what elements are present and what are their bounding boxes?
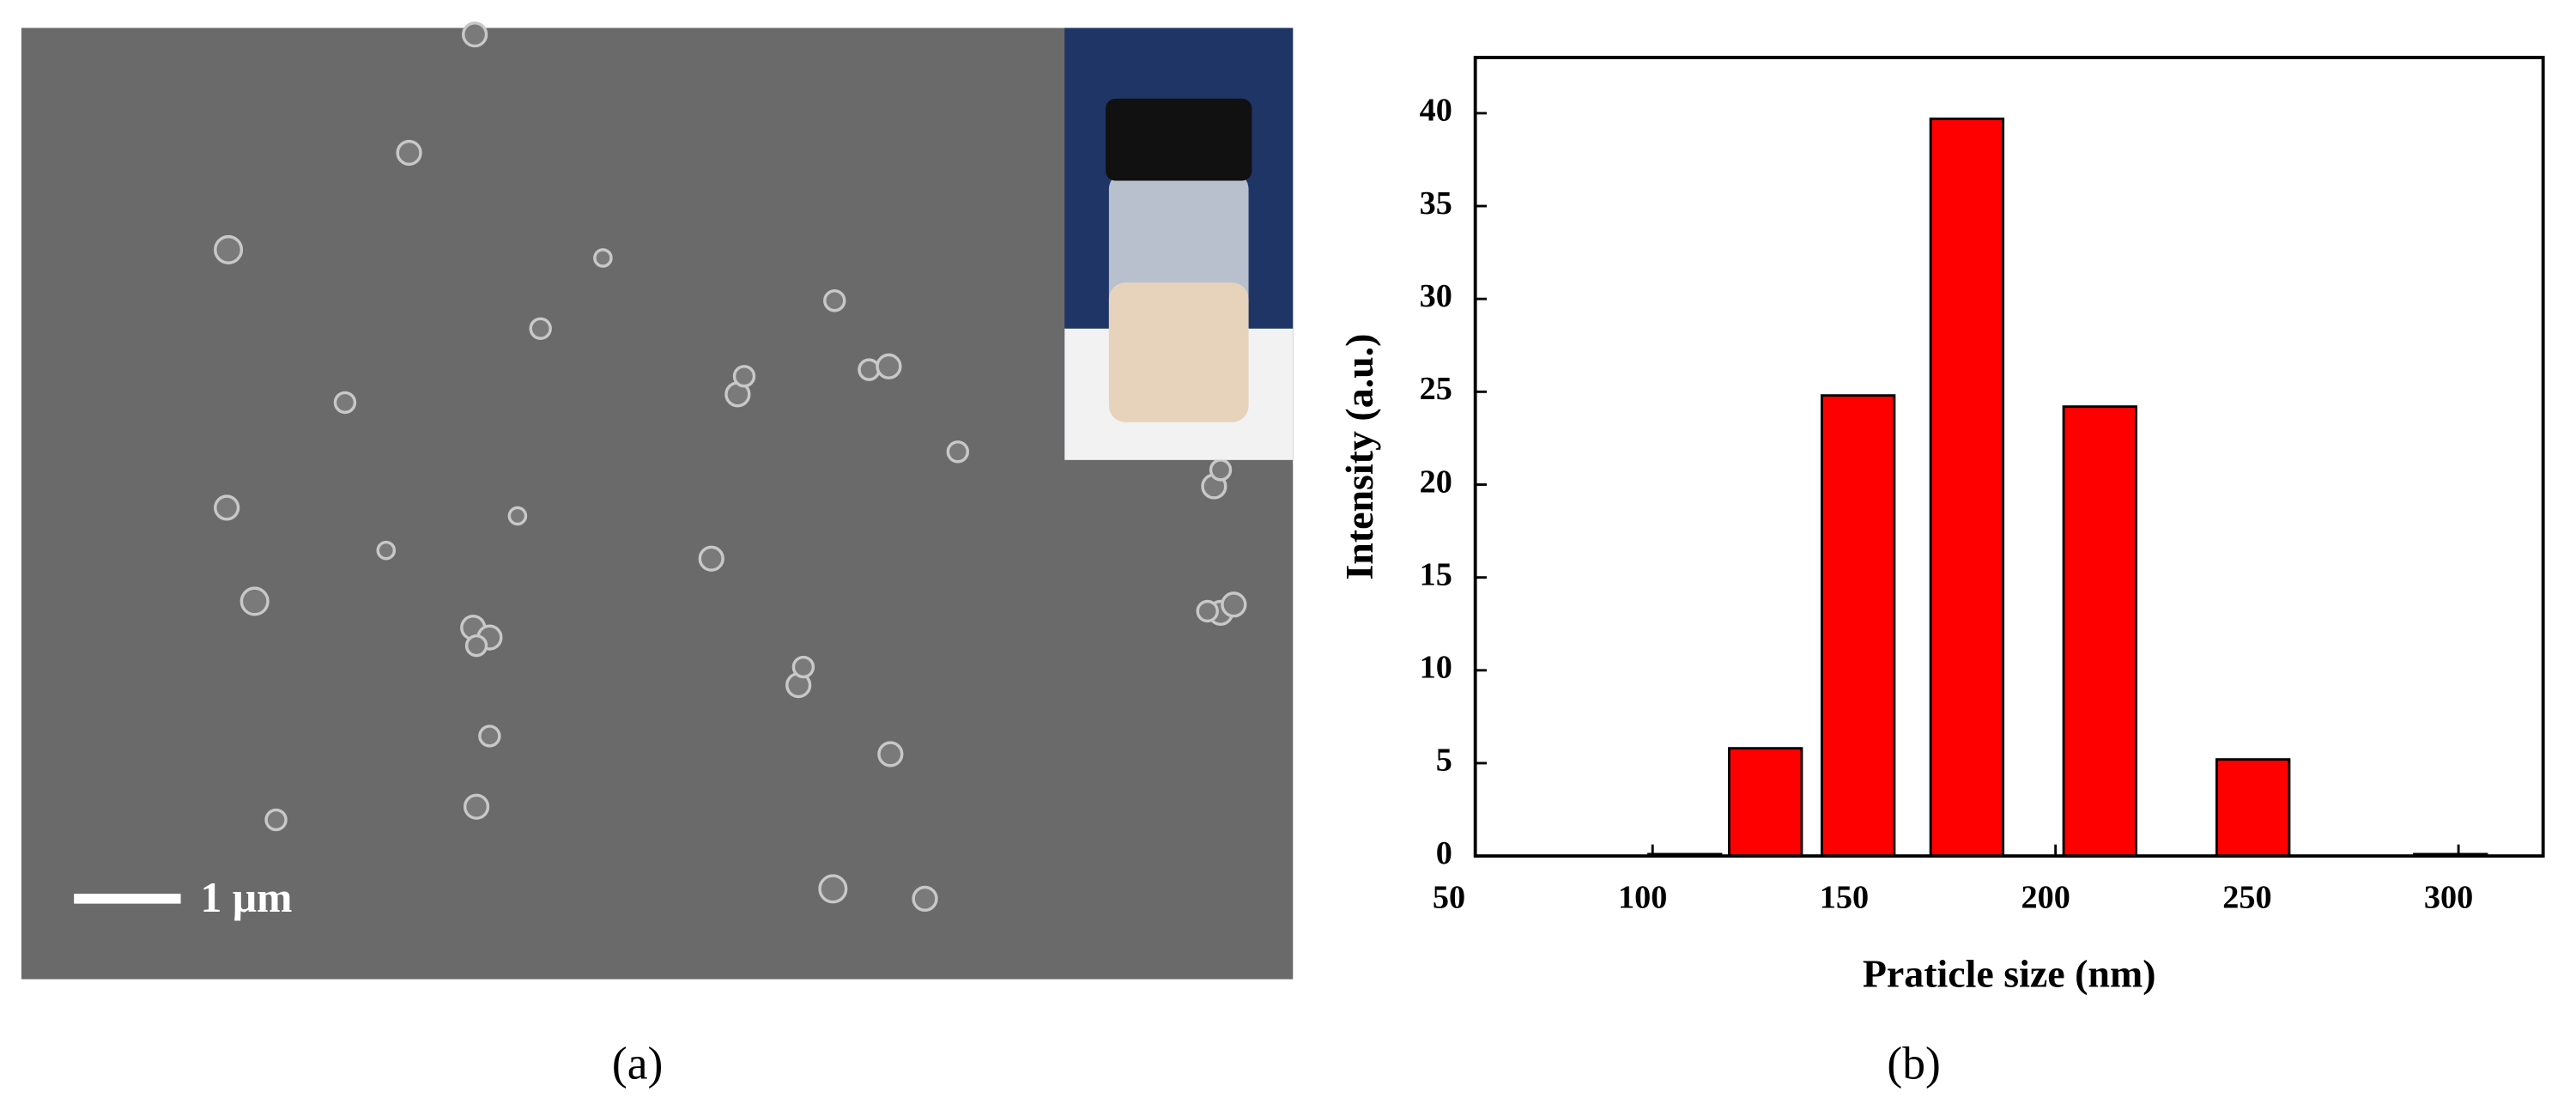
particle bbox=[1221, 591, 1247, 618]
panel-label: (b) bbox=[1887, 1037, 1940, 1089]
particle bbox=[529, 317, 552, 340]
bar bbox=[1820, 394, 1896, 858]
x-tick-label: 150 bbox=[1820, 880, 1869, 916]
x-tick-label: 200 bbox=[2021, 880, 2070, 916]
particle bbox=[593, 248, 613, 268]
bar bbox=[2062, 405, 2137, 858]
particles bbox=[214, 21, 1247, 912]
particle bbox=[264, 808, 288, 832]
x-tick-label: 300 bbox=[2424, 880, 2473, 916]
x-tick-label: 250 bbox=[2222, 880, 2271, 916]
y-tick-label: 35 bbox=[1420, 185, 1452, 221]
panel-label: (a) bbox=[612, 1037, 663, 1089]
plot-frame bbox=[1473, 56, 2545, 858]
particle bbox=[818, 874, 848, 904]
y-tick-label: 10 bbox=[1420, 650, 1452, 686]
bar bbox=[2215, 758, 2291, 858]
y-tick-label: 5 bbox=[1436, 743, 1452, 779]
y-tick-label: 25 bbox=[1420, 371, 1452, 407]
scale-bar-label: 1 μm bbox=[201, 874, 293, 921]
particle bbox=[463, 793, 490, 820]
particle bbox=[876, 353, 902, 379]
particle bbox=[239, 586, 270, 616]
particle bbox=[507, 506, 528, 526]
particle bbox=[214, 234, 244, 264]
y-tick-label: 40 bbox=[1420, 93, 1452, 129]
particle bbox=[912, 885, 938, 912]
x-tick-label: 50 bbox=[1433, 880, 1465, 916]
x-axis-title: Praticle size (nm) bbox=[1863, 951, 2156, 995]
y-tick-label: 30 bbox=[1420, 278, 1452, 314]
particle bbox=[214, 494, 240, 521]
particle bbox=[698, 545, 724, 572]
particle bbox=[877, 741, 904, 767]
particle bbox=[823, 289, 846, 312]
particle bbox=[478, 725, 501, 748]
y-tick-label: 20 bbox=[1420, 464, 1452, 500]
particle bbox=[462, 21, 488, 48]
y-tick-label: 15 bbox=[1420, 556, 1452, 592]
particle bbox=[791, 655, 815, 679]
particle bbox=[333, 391, 357, 415]
y-axis-title: Intensity (a.u.) bbox=[1337, 334, 1381, 580]
vial-photo bbox=[1064, 27, 1294, 460]
particle bbox=[1209, 458, 1233, 482]
x-tick-label: 100 bbox=[1618, 880, 1667, 916]
bar bbox=[1929, 117, 2005, 858]
y-tick-label: 0 bbox=[1436, 835, 1452, 871]
bar bbox=[1727, 747, 1803, 858]
particle bbox=[1196, 599, 1219, 623]
particle bbox=[396, 139, 422, 167]
particle bbox=[732, 365, 756, 388]
particle bbox=[464, 634, 488, 658]
particle bbox=[946, 440, 970, 464]
particle bbox=[858, 358, 881, 381]
particle bbox=[376, 540, 397, 561]
